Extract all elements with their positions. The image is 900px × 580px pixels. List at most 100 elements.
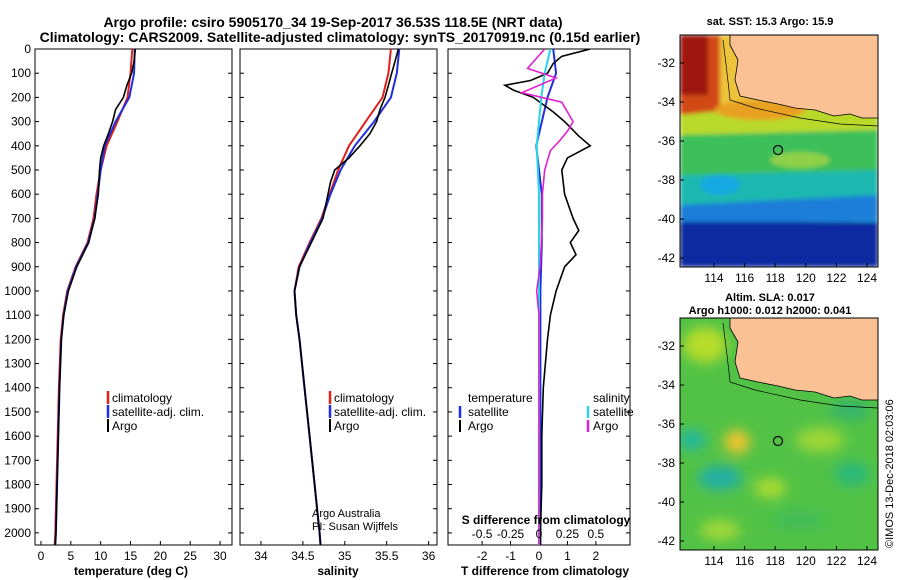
legend-temperature-title: temperature <box>468 391 533 405</box>
x-tick-label: 1 <box>564 549 571 563</box>
temperature-xlabel: temperature (deg C) <box>74 564 188 578</box>
x-tick-label: 20 <box>154 549 168 563</box>
lat-tick-label: -42 <box>658 534 676 548</box>
y-tick-label: 300 <box>11 115 31 129</box>
s-difference-label: S difference from climatology <box>462 513 631 527</box>
y-tick-label: 100 <box>11 66 31 80</box>
lat-tick-label: -34 <box>658 378 676 392</box>
s-tick-label: 0.5 <box>588 527 605 541</box>
header-line1: Argo profile: csiro 5905170_34 19-Sep-20… <box>103 14 562 30</box>
series-line-satellite-adj-clim- <box>293 49 401 545</box>
y-tick-label: 1700 <box>4 453 31 467</box>
difference-lines <box>502 49 592 545</box>
lat-tick-label: -32 <box>658 56 676 70</box>
y-tick-label: 200 <box>11 90 31 104</box>
series-line-salinity-argo <box>519 49 575 545</box>
temperature-legend: climatology satellite-adj. clim. Argo <box>106 391 204 433</box>
lat-tick-label: -36 <box>658 134 676 148</box>
difference-legend-temperature: temperature satellite Argo <box>458 391 533 433</box>
x-tick-label: 2 <box>593 549 600 563</box>
argo-location-marker <box>772 144 784 156</box>
s-tick-label: -0.25 <box>497 527 525 541</box>
lon-tick-label: 118 <box>766 554 785 568</box>
legend-argo: Argo <box>112 419 138 433</box>
sst-map-frame <box>679 34 879 268</box>
credit-imos: ©IMOS 13-Dec-2018 02:03:06 <box>884 399 896 548</box>
lat-tick-label: -38 <box>658 456 676 470</box>
difference-xlabel: T difference from climatology <box>461 564 629 578</box>
legend-s-satellite: satellite <box>593 405 634 419</box>
temperature-lines <box>53 49 137 545</box>
argo-location-marker <box>772 435 784 447</box>
sla-map-frame <box>679 317 879 551</box>
y-tick-label: 1600 <box>4 429 31 443</box>
y-tick-label: 1200 <box>4 332 31 346</box>
sst-map <box>680 35 878 267</box>
lat-tick-label: -34 <box>658 95 676 109</box>
legend-t-argo: Argo <box>468 419 494 433</box>
lon-tick-label: 118 <box>766 271 785 285</box>
salinity-panel <box>239 48 438 546</box>
sla-map-ticks: -32 -34 -36 -38 -40 -42 114 116 118 120 122 124 <box>658 339 878 568</box>
x-tick-label: 30 <box>213 549 227 563</box>
legend-satellite: satellite-adj. clim. <box>334 405 426 419</box>
lon-tick-label: 124 <box>857 554 877 568</box>
credit-argo-australia: Argo Australia <box>312 508 381 520</box>
legend-t-satellite: satellite <box>468 405 509 419</box>
lon-tick-label: 114 <box>704 271 723 285</box>
y-tick-label: 600 <box>11 187 31 201</box>
legend-climatology: climatology <box>112 391 172 405</box>
s-tick-label: 0.25 <box>556 527 580 541</box>
header-line2: Climatology: CARS2009. Satellite-adjuste… <box>40 29 641 45</box>
lat-tick-label: -42 <box>658 251 676 265</box>
x-tick-label: 34.5 <box>291 549 315 563</box>
legend-climatology: climatology <box>334 391 394 405</box>
salinity-axes: 34 34.5 35 35.5 36 <box>240 48 437 563</box>
lat-tick-label: -40 <box>658 495 676 509</box>
legend-salinity-title: salinity <box>593 391 630 405</box>
lon-tick-label: 122 <box>826 271 846 285</box>
lon-tick-label: 114 <box>704 554 723 568</box>
s-tick-label: -0.5 <box>472 527 493 541</box>
y-tick-label: 1900 <box>4 502 31 516</box>
y-tick-label: 1500 <box>4 405 31 419</box>
x-tick-label: 35.5 <box>375 549 399 563</box>
y-tick-label: 0 <box>24 42 31 56</box>
y-tick-label: 1300 <box>4 357 31 371</box>
lon-tick-label: 120 <box>796 271 816 285</box>
x-tick-label: 15 <box>124 549 138 563</box>
legend-s-argo: Argo <box>593 419 619 433</box>
y-tick-label: 800 <box>11 236 31 250</box>
y-tick-label: 400 <box>11 139 31 153</box>
sst-map-title: sat. SST: 15.3 Argo: 15.9 <box>707 16 834 28</box>
y-tick-label: 1100 <box>5 308 31 322</box>
difference-legend-salinity: salinity satellite Argo <box>586 391 634 433</box>
salinity-legend: climatology satellite-adj. clim. Argo <box>328 391 426 433</box>
lon-tick-label: 124 <box>857 271 877 285</box>
y-tick-label: 2000 <box>4 526 31 540</box>
y-tick-label: 1400 <box>4 381 31 395</box>
series-line-argo <box>293 49 400 545</box>
series-line-temperature-argo <box>502 49 592 545</box>
y-tick-label: 1000 <box>4 284 31 298</box>
lon-tick-label: 116 <box>735 554 754 568</box>
salinity-lines <box>293 49 401 545</box>
lat-tick-label: -32 <box>658 339 676 353</box>
lat-tick-label: -40 <box>658 212 676 226</box>
y-tick-label: 500 <box>11 163 31 177</box>
s-tick-label: 0 <box>536 527 543 541</box>
legend-satellite: satellite-adj. clim. <box>112 405 204 419</box>
sst-map-ticks: -32 -34 -36 -38 -40 -42 114 116 118 120 122 124 <box>658 56 878 285</box>
x-tick-label: -2 <box>477 549 488 563</box>
x-tick-label: 5 <box>67 549 74 563</box>
x-tick-label: 36 <box>422 549 436 563</box>
s-difference-ticks: -0.5 -0.25 0 0.25 0.5 <box>472 527 605 541</box>
salinity-xlabel: salinity <box>317 564 359 578</box>
sla-map <box>680 318 878 550</box>
credit-pi: PI: Susan Wijffels <box>312 521 398 533</box>
y-tick-label: 700 <box>11 211 31 225</box>
sla-map-title2: Argo h1000: 0.012 h2000: 0.041 <box>689 305 852 317</box>
temperature-panel <box>34 48 233 546</box>
y-tick-label: 1800 <box>4 478 31 492</box>
